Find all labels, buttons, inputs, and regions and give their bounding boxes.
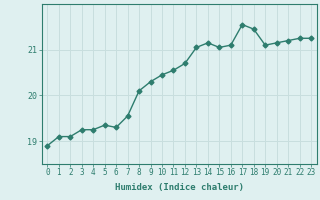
X-axis label: Humidex (Indice chaleur): Humidex (Indice chaleur): [115, 183, 244, 192]
